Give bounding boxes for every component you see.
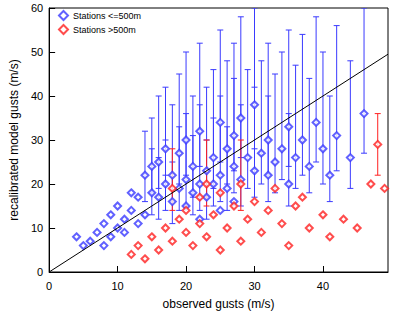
svg-text:30: 30 <box>31 134 43 146</box>
svg-text:recalibrated model gusts (m/s): recalibrated model gusts (m/s) <box>7 59 21 220</box>
svg-text:0: 0 <box>37 266 43 278</box>
svg-text:30: 30 <box>248 280 260 292</box>
svg-text:40: 40 <box>31 90 43 102</box>
svg-text:20: 20 <box>180 280 192 292</box>
svg-text:10: 10 <box>111 280 123 292</box>
svg-text:Stations <=500m: Stations <=500m <box>73 11 141 21</box>
svg-text:0: 0 <box>46 280 52 292</box>
svg-text:10: 10 <box>31 222 43 234</box>
svg-text:50: 50 <box>31 46 43 58</box>
svg-text:60: 60 <box>31 2 43 14</box>
svg-text:observed gusts (m/s): observed gusts (m/s) <box>163 297 275 311</box>
svg-text:20: 20 <box>31 178 43 190</box>
svg-text:Stations >500m: Stations >500m <box>73 25 136 35</box>
svg-text:40: 40 <box>317 280 329 292</box>
